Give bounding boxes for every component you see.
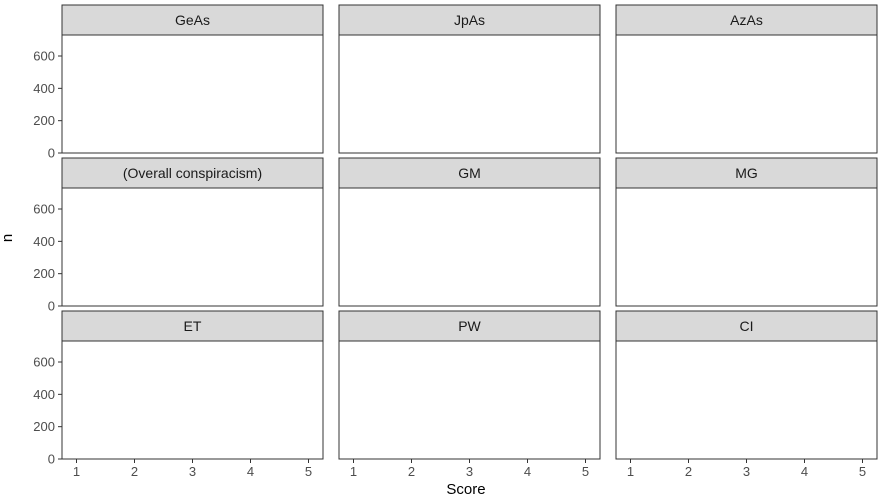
facet-panel: ET 0 200 400 600 1 2 3 4 5: [33, 310, 324, 479]
y-tick-label: 200: [33, 266, 55, 281]
x-tick-label: 5: [859, 464, 866, 479]
facet-title: GeAs: [175, 12, 210, 28]
facet-title: JpAs: [454, 12, 485, 28]
x-tick-label: 2: [685, 464, 692, 479]
facet-strip: [615, 310, 878, 342]
x-tick-label: 2: [131, 464, 138, 479]
facet-panel: JpAs: [338, 4, 601, 154]
y-tick-label: 200: [33, 113, 55, 128]
facet-title: ET: [184, 318, 202, 334]
panel-border: [615, 187, 878, 307]
facet-panel: PW 1 2 3 4 5: [338, 310, 601, 479]
facet-title: (Overall conspiracism): [123, 165, 262, 181]
panel-border: [338, 340, 601, 460]
y-tick-label: 200: [33, 419, 55, 434]
facet-panel: CI 1 2 3 4 5: [615, 310, 878, 479]
x-tick-label: 5: [305, 464, 312, 479]
x-tick-label: 3: [743, 464, 750, 479]
y-tick-label: 600: [33, 355, 55, 370]
y-tick-label: 600: [33, 202, 55, 217]
y-axis-title: n: [0, 234, 16, 242]
panel-border: [338, 34, 601, 154]
facet-strip: [61, 4, 324, 36]
facet-title: CI: [740, 318, 754, 334]
facet-title: PW: [458, 318, 481, 334]
x-tick-label: 1: [350, 464, 357, 479]
facet-panel: AzAs: [615, 4, 878, 154]
x-tick-label: 2: [408, 464, 415, 479]
y-tick-label: 400: [33, 387, 55, 402]
x-tick-label: 1: [627, 464, 634, 479]
x-tick-label: 4: [524, 464, 531, 479]
panel-border: [61, 187, 324, 307]
facet-title: AzAs: [730, 12, 763, 28]
panel-border: [61, 340, 324, 460]
x-tick-label: 3: [466, 464, 473, 479]
facet-strip: [338, 310, 601, 342]
y-tick-label: 400: [33, 81, 55, 96]
facet-panel: GeAs 0 200 400 600: [33, 4, 324, 161]
y-tick-label: 0: [48, 452, 55, 467]
x-tick-label: 4: [247, 464, 254, 479]
x-tick-label: 1: [73, 464, 80, 479]
facet-title: MG: [735, 165, 758, 181]
y-tick-label: 400: [33, 234, 55, 249]
panel-border: [338, 187, 601, 307]
x-axis-title: Score: [446, 481, 485, 498]
panel-border: [615, 340, 878, 460]
x-tick-label: 4: [801, 464, 808, 479]
facet-strip: [61, 310, 324, 342]
y-tick-label: 0: [48, 299, 55, 314]
panel-border: [61, 34, 324, 154]
y-tick-label: 0: [48, 146, 55, 161]
facet-title: GM: [458, 165, 481, 181]
panel-border: [615, 34, 878, 154]
x-tick-label: 5: [582, 464, 589, 479]
facet-strip: [338, 4, 601, 36]
facet-panel: MG: [615, 157, 878, 307]
facet-panel: (Overall conspiracism) 0 200 400 600: [33, 157, 324, 314]
facet-panel: GM: [338, 157, 601, 307]
y-tick-label: 600: [33, 49, 55, 64]
x-tick-label: 3: [189, 464, 196, 479]
facet-strip: [338, 157, 601, 189]
